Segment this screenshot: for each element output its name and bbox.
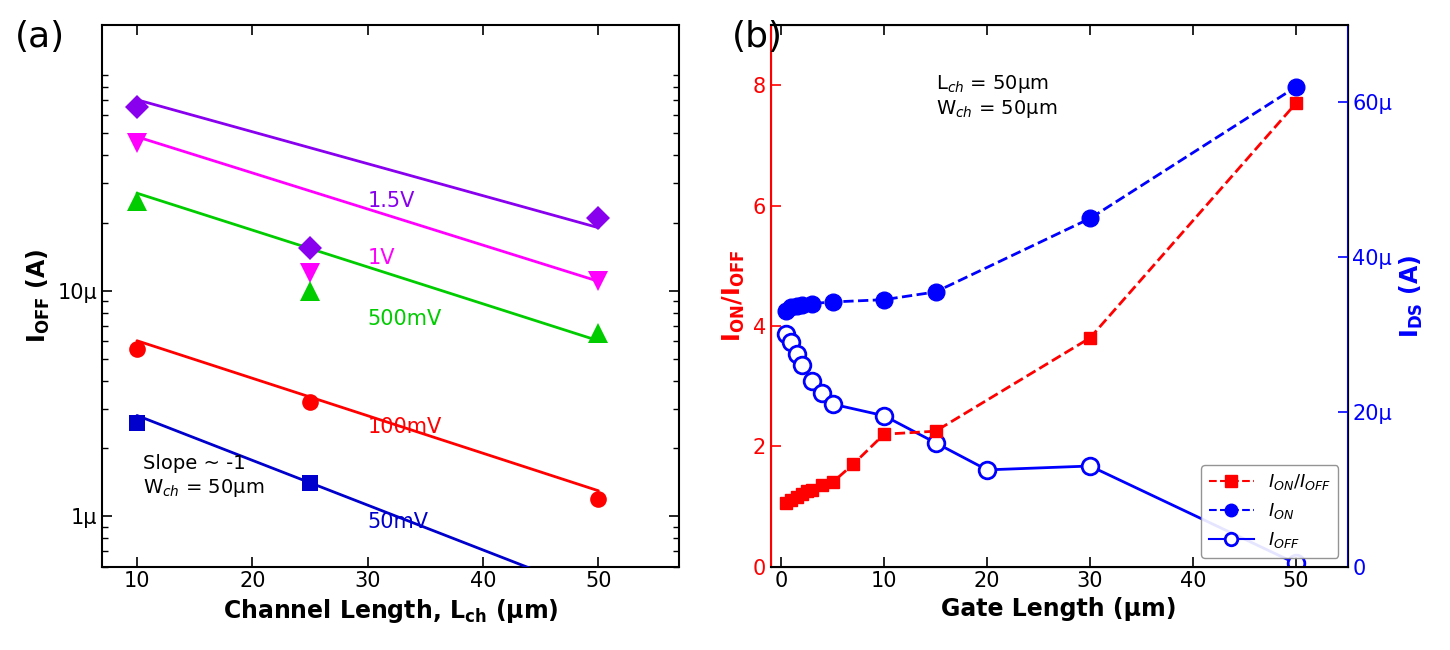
Y-axis label: I$_{\mathbf{OFF}}$ (A): I$_{\mathbf{OFF}}$ (A) [25, 248, 52, 343]
Text: 50mV: 50mV [368, 512, 429, 532]
Y-axis label: I$_{\mathbf{DS}}$ (A): I$_{\mathbf{DS}}$ (A) [1398, 254, 1425, 337]
Legend: $I_{ON}/I_{OFF}$, $I_{ON}$, $I_{OFF}$: $I_{ON}/I_{OFF}$, $I_{ON}$, $I_{OFF}$ [1202, 465, 1338, 558]
Text: 500mV: 500mV [368, 309, 442, 329]
Text: 1.5V: 1.5V [368, 190, 415, 211]
X-axis label: Channel Length, L$_{\mathbf{ch}}$ (μm): Channel Length, L$_{\mathbf{ch}}$ (μm) [223, 597, 558, 625]
Text: 1V: 1V [368, 248, 396, 268]
Text: (a): (a) [14, 20, 65, 53]
Text: Slope ~ -1
W$_{ch}$ = 50μm: Slope ~ -1 W$_{ch}$ = 50μm [142, 454, 264, 499]
Text: 100mV: 100mV [368, 417, 442, 437]
Y-axis label: I$_{\mathbf{ON}}$/I$_{\mathbf{OFF}}$: I$_{\mathbf{ON}}$/I$_{\mathbf{OFF}}$ [721, 250, 747, 342]
Text: (b): (b) [732, 20, 783, 53]
Text: L$_{ch}$ = 50μm
W$_{ch}$ = 50μm: L$_{ch}$ = 50μm W$_{ch}$ = 50μm [935, 73, 1057, 120]
X-axis label: Gate Length (μm): Gate Length (μm) [941, 597, 1177, 621]
